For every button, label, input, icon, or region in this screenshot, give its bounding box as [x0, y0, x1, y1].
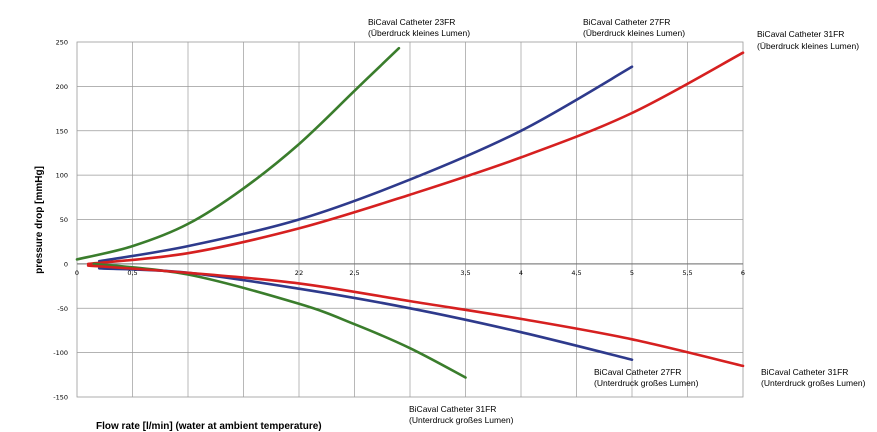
y-tick-label: 250 — [56, 39, 68, 47]
x-tick-label: 2 — [295, 269, 299, 277]
annotation-subtitle: (Unterdruck großes Lumen) — [761, 378, 866, 388]
y-axis-label: pressure drop [mmHg] — [34, 166, 45, 274]
annotation-subtitle: (Überdruck kleines Lumen) — [583, 28, 685, 38]
annotation-subtitle: (Überdruck kleines Lumen) — [757, 41, 859, 51]
y-tick-label: -150 — [53, 394, 68, 402]
annotation-31fr-ueberdruck: BiCaval Catheter 31FR (Überdruck kleines… — [757, 29, 859, 51]
x-tick-labels: 0 0,5 2 2 2,5 3,5 4 4,5 5 5,5 6 — [75, 269, 745, 277]
x-tick-label: 2 — [299, 269, 303, 277]
x-tick-label: 5,5 — [682, 269, 692, 277]
annotation-27fr-unterdruck: BiCaval Catheter 27FR (Unterdruck großes… — [594, 367, 699, 388]
annotation-title: BiCaval Catheter 31FR — [761, 367, 848, 377]
x-tick-label: 0,5 — [127, 269, 137, 277]
y-tick-label: 150 — [56, 127, 68, 135]
annotation-title: BiCaval Catheter 27FR — [594, 367, 681, 377]
x-axis-label: Flow rate [l/min] (water at ambient temp… — [96, 421, 322, 432]
y-tick-label: -50 — [57, 305, 68, 313]
y-tick-labels: 250 200 150 100 50 0 -50 -100 -150 — [53, 39, 68, 402]
y-tick-label: 50 — [60, 216, 68, 224]
annotation-title: BiCaval Catheter 27FR — [583, 17, 670, 27]
annotation-subtitle: (Überdruck kleines Lumen) — [368, 28, 470, 38]
series-line — [86, 264, 745, 368]
series-line — [97, 65, 634, 263]
x-tick-label: 3,5 — [460, 269, 470, 277]
annotation-23fr-ueberdruck: BiCaval Catheter 23FR (Überdruck kleines… — [368, 17, 470, 38]
x-tick-label: 6 — [741, 269, 745, 277]
series-line — [75, 46, 401, 261]
series-line — [86, 51, 745, 266]
annotation-subtitle: (Unterdruck großes Lumen) — [409, 415, 514, 425]
x-tick-label: 5 — [630, 269, 634, 277]
annotation-subtitle: (Unterdruck großes Lumen) — [594, 378, 699, 388]
y-tick-label: 100 — [56, 172, 68, 180]
y-tick-label: -100 — [53, 349, 68, 357]
annotation-27fr-ueberdruck: BiCaval Catheter 27FR (Überdruck kleines… — [583, 17, 685, 38]
x-tick-label: 2,5 — [349, 269, 359, 277]
x-tick-label: 4,5 — [571, 269, 581, 277]
y-tick-label: 0 — [64, 260, 68, 268]
y-tick-label: 200 — [56, 83, 68, 91]
x-tick-label: 4 — [519, 269, 523, 277]
x-tick-label: 0 — [75, 269, 79, 277]
data-series — [75, 46, 745, 379]
annotation-title: BiCaval Catheter 31FR — [409, 404, 496, 414]
annotation-title: BiCaval Catheter 31FR — [757, 29, 844, 39]
annotation-title: BiCaval Catheter 23FR — [368, 17, 455, 27]
annotation-31fr-unterdruck-right: BiCaval Catheter 31FR (Unterdruck großes… — [761, 367, 866, 388]
annotation-31fr-unterdruck-bottom: BiCaval Catheter 31FR (Unterdruck großes… — [409, 404, 514, 425]
